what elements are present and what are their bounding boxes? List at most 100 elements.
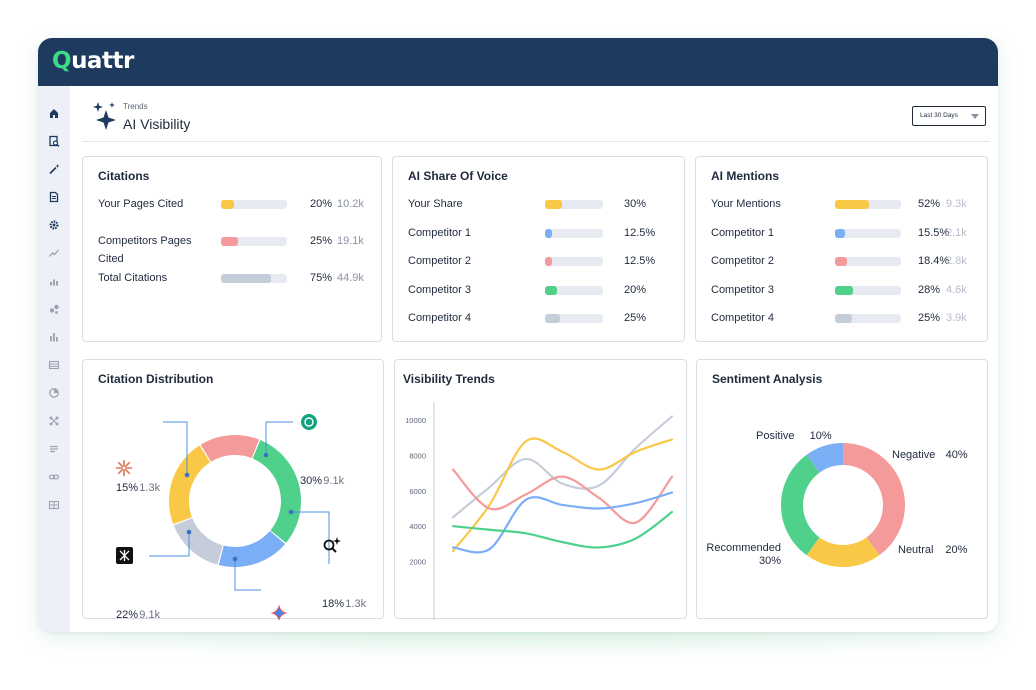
progress-bar-fill <box>835 314 852 323</box>
progress-bar-fill <box>545 257 552 266</box>
y-tick-label: 6000 <box>409 487 426 496</box>
row-label: Competitors Pages Cited <box>98 235 192 265</box>
perplexity-icon <box>116 547 133 564</box>
sentiment-percent-positive: 10% <box>810 430 832 442</box>
segment-percent-perplexity: 22% <box>116 609 138 620</box>
row-percent: 25% <box>624 312 647 324</box>
progress-bar-fill <box>545 314 560 323</box>
progress-bar-track <box>545 200 603 209</box>
row-count: 4.6k <box>946 284 967 296</box>
donut-slice-negative[interactable] <box>843 443 905 556</box>
series-line-green[interactable] <box>451 510 674 549</box>
y-tick-label: 10000 <box>405 416 426 425</box>
home-icon[interactable] <box>47 106 61 120</box>
visibility-trends-chart: 1000080006000400020000Day 1Day 5Day 10Da… <box>405 402 674 620</box>
gemini-icon <box>270 604 288 620</box>
y-tick-label: 2000 <box>409 558 426 567</box>
leader-dot <box>232 556 238 562</box>
row-label: Your Share <box>408 198 463 210</box>
row-percent: 12.5% <box>624 255 656 267</box>
donut-slice-neutral[interactable] <box>806 537 880 567</box>
progress-bar-track <box>545 314 603 323</box>
grid-table-icon[interactable] <box>47 498 61 512</box>
progress-bar-fill <box>835 257 847 266</box>
gauge-icon[interactable] <box>47 386 61 400</box>
leader-dot <box>288 509 294 515</box>
table-icon[interactable] <box>47 358 61 372</box>
gear-icon[interactable] <box>47 218 61 232</box>
row-label: Your Mentions <box>711 198 781 210</box>
share-of-voice-card: AI Share Of Voice Your Share 30% Competito… <box>392 156 685 342</box>
sentiment-percent-neutral: 20% <box>945 544 967 556</box>
progress-bar-track <box>835 257 901 266</box>
visibility-trends-card: Visibility Trends 1000080006000400020000… <box>394 359 687 620</box>
progress-bar-fill <box>221 200 234 209</box>
sentiment-percent-recommended: 30% <box>759 555 781 567</box>
series-line-gray[interactable] <box>451 415 674 519</box>
cluster-icon[interactable] <box>47 302 61 316</box>
bar-chart-icon[interactable] <box>47 330 61 344</box>
date-range-dropdown[interactable]: Last 30 Days <box>912 106 986 126</box>
progress-bar-track <box>221 274 287 283</box>
progress-bar-track <box>545 229 603 238</box>
series-line-red[interactable] <box>451 468 674 525</box>
row-label: Competitor 3 <box>711 284 774 296</box>
row-percent: 18.4% <box>918 255 950 267</box>
network-icon[interactable] <box>47 414 61 428</box>
trend-line-icon[interactable] <box>47 246 61 260</box>
row-percent: 25% <box>310 235 333 247</box>
sentiment-percent-negative: 40% <box>946 449 968 461</box>
progress-bar-track <box>545 257 603 266</box>
sentiment-label-positive: Positive <box>756 430 795 442</box>
page-title: AI Visibility <box>123 116 191 132</box>
row-count: 19.1k <box>337 235 364 247</box>
document-icon[interactable] <box>47 190 61 204</box>
sentiment-label-negative: Negative <box>892 449 935 461</box>
caret-down-icon <box>971 114 979 119</box>
donut-slice-positive[interactable] <box>806 443 843 473</box>
donut-slice-recommended[interactable] <box>781 454 820 556</box>
row-percent: 20% <box>624 284 647 296</box>
row-percent: 20% <box>310 198 333 210</box>
row-label: Competitor 2 <box>408 255 471 267</box>
row-label: Competitor 2 <box>711 255 774 267</box>
row-label: Competitor 1 <box>711 227 774 239</box>
link-icon[interactable] <box>47 470 61 484</box>
donut-slice-perplexity[interactable] <box>169 445 211 525</box>
magic-wand-icon[interactable] <box>47 162 61 176</box>
leader-line-gemini <box>234 559 261 591</box>
share-of-voice-title: AI Share Of Voice <box>408 169 508 183</box>
row-percent: 30% <box>624 198 647 210</box>
citation-distribution-title: Citation Distribution <box>98 372 214 386</box>
progress-bar-fill <box>835 229 845 238</box>
segment-count-openai: 9.1k <box>323 475 344 487</box>
leader-line-perplexity <box>149 532 190 557</box>
sentiment-title: Sentiment Analysis <box>712 372 823 386</box>
scatter-icon[interactable] <box>47 274 61 288</box>
donut-slice-google-lens[interactable] <box>218 530 286 567</box>
donut-slice-openai[interactable] <box>252 440 301 543</box>
progress-bar-track <box>221 200 287 209</box>
mentions-title: AI Mentions <box>711 169 779 183</box>
row-count: 3.9k <box>946 312 967 324</box>
segment-percent-claude: 15% <box>116 482 138 494</box>
row-percent: 15.5% <box>918 227 950 239</box>
app-window: Quattr Trends AI Visibility Last 30 Days… <box>38 38 998 632</box>
claude-icon <box>115 459 133 477</box>
y-tick-label: 4000 <box>409 522 426 531</box>
donut-slice-claude[interactable] <box>200 435 260 462</box>
series-line-yellow[interactable] <box>451 437 674 553</box>
y-tick-label: 8000 <box>409 451 426 460</box>
search-report-icon[interactable] <box>47 134 61 148</box>
progress-bar-track <box>835 200 901 209</box>
progress-bar-track <box>835 229 901 238</box>
row-count: 2.8k <box>946 255 967 267</box>
sentiment-label-neutral: Neutral <box>898 544 933 556</box>
list-icon[interactable] <box>47 442 61 456</box>
progress-bar-fill <box>545 200 562 209</box>
donut-slice-gemini[interactable] <box>173 518 223 565</box>
progress-bar-fill <box>221 274 271 283</box>
quattr-logo[interactable]: Quattr <box>52 48 134 74</box>
series-line-blue[interactable] <box>451 491 674 554</box>
progress-bar-track <box>835 314 901 323</box>
